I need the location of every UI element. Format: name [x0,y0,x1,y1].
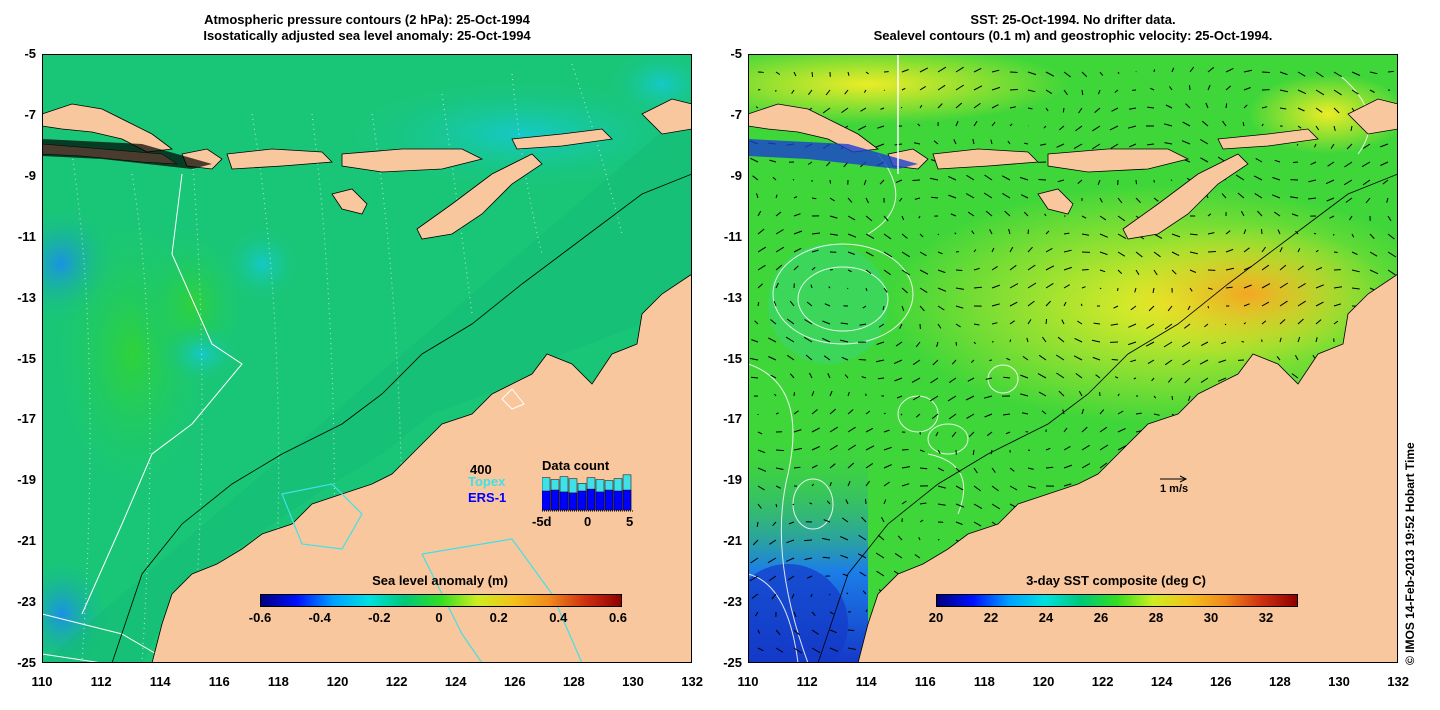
left-lon-label-9: 128 [563,674,585,689]
sst-colorbar [936,594,1298,607]
right-lat-label-8: -21 [723,533,742,549]
sst-colorbar-title: 3-day SST composite (deg C) [1026,573,1206,588]
data-count-inset: Data count 400 Topex ERS-1 -5d 0 5 [468,458,640,530]
right-lat-label-10: -25 [723,655,742,670]
right-lon-label-1: 112 [796,674,818,689]
left-lat-label-8: -21 [17,533,36,549]
right-lat-label-2: -9 [730,167,742,183]
data-count-xlabel-2: 5 [626,514,634,529]
data-count-title: Data count [542,458,610,473]
sla-colorbar-title: Sea level anomaly (m) [372,573,508,588]
right-title-line2: Sealevel contours (0.1 m) and geostrophi… [873,28,1273,43]
velocity-scale-label: 1 m/s [1160,483,1189,495]
left-lat-label-4: -13 [17,289,36,305]
sla-tick-5: 0.4 [549,610,568,625]
left-lat-label-6: -17 [17,411,36,427]
sst-tick-3: 26 [1093,610,1109,625]
ers-count-bar [542,490,551,511]
left-lon-label-11: 132 [681,674,703,689]
left-lat-label-5: -15 [17,350,36,366]
sst-map [748,54,1398,663]
left-lon-label-6: 122 [385,674,408,689]
left-lon-label-0: 110 [31,674,53,689]
topex-label: Topex [468,474,506,489]
right-lat-label-1: -7 [730,106,742,122]
right-lon-label-8: 126 [1209,674,1232,689]
left-lon-label-1: 112 [90,674,112,689]
data-count-xlabel-0: -5d [532,514,552,529]
sla-tick-3: 0 [435,610,443,625]
right-lon-label-4: 118 [973,674,995,689]
sla-colorbar [260,594,622,607]
left-lon-label-3: 116 [208,674,230,689]
sla-tick-4: 0.2 [489,610,508,625]
left-lon-label-5: 120 [326,674,349,689]
right-lat-label-0: -5 [730,46,742,61]
ers-label: ERS-1 [468,490,507,505]
right-map-title: SST: 25-Oct-1994. No drifter data. Seale… [748,12,1398,44]
right-lon-label-9: 128 [1269,674,1291,689]
left-lon-label-10: 130 [622,674,644,689]
right-lat-label-3: -11 [723,228,742,244]
sst-tick-4: 28 [1148,610,1164,625]
sumba-island [331,188,368,215]
left-lon-label-8: 126 [503,674,526,689]
left-map-title: Atmospheric pressure contours (2 hPa): 2… [42,12,692,44]
sla-tick-2: -0.2 [368,610,391,625]
ers-count-bar [577,490,587,511]
sst-tick-0: 20 [928,610,944,625]
right-lon-label-3: 116 [914,674,936,689]
ers-count-bar [613,490,623,511]
left-lat-label-2: -9 [24,167,36,183]
ers-count-bar [586,488,596,511]
sla-tick-6: 0.6 [608,610,628,625]
sst-tick-1: 22 [983,610,999,625]
sst-tick-2: 24 [1038,610,1054,625]
ers-count-bar [604,489,614,511]
left-lat-label-0: -5 [24,46,36,61]
sst-tick-6: 32 [1258,610,1274,625]
right-lon-label-11: 132 [1387,674,1409,689]
right-lon-label-5: 120 [1032,674,1055,689]
imos-credit: © IMOS 14-Feb-2013 19:52 Hobart Time [1403,442,1417,665]
right-lon-label-0: 110 [737,674,759,689]
right-lat-label-7: -19 [723,472,742,488]
left-lon-label-4: 118 [267,674,289,689]
sla-tick-0: -0.6 [248,610,272,625]
left-title-line2: Isostatically adjusted sea level anomaly… [203,28,531,43]
left-title-line1: Atmospheric pressure contours (2 hPa): 2… [204,12,530,27]
data-count-xlabel-1: 0 [584,514,592,529]
left-lat-label-10: -25 [17,655,36,670]
right-lat-label-5: -15 [723,350,742,366]
right-lon-label-10: 130 [1328,674,1350,689]
left-lon-label-7: 124 [444,674,467,689]
left-lon-label-2: 114 [149,674,171,689]
left-lat-label-9: -23 [17,594,36,610]
right-lat-label-9: -23 [723,594,742,610]
australia-landmass [151,273,692,663]
left-lat-label-7: -19 [17,472,36,488]
right-lon-label-2: 114 [855,674,877,689]
right-lat-label-4: -13 [723,289,742,305]
left-lat-label-1: -7 [24,106,36,122]
right-lon-label-6: 122 [1091,674,1114,689]
data-count-max: 400 [470,462,492,477]
ers-count-bar [568,492,578,511]
sla-tick-1: -0.4 [308,610,331,625]
sst-tick-5: 30 [1203,610,1219,625]
velocity-scale-arrow [1160,475,1188,483]
sea-level-anomaly-map [42,54,692,663]
ers-count-bar [622,489,632,511]
left-lat-label-3: -11 [17,228,36,244]
right-lon-label-7: 124 [1150,674,1173,689]
timor-island [416,153,543,240]
ers-count-bar [550,489,560,511]
right-title-line1: SST: 25-Oct-1994. No drifter data. [970,12,1176,27]
ers-count-bar [559,491,569,511]
ers-count-bar [595,491,605,511]
right-lat-label-6: -17 [723,411,742,427]
